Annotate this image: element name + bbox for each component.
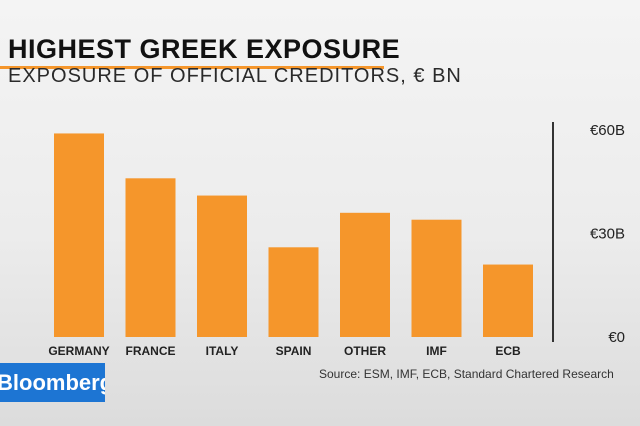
bar-france [125,178,176,337]
bar-italy [197,195,247,337]
title-underline [0,66,384,69]
y-ticks-group: €60B €30B €0 [590,122,625,346]
bloomberg-logo: Bloomberg [0,363,105,402]
category-label-france: FRANCE [126,344,176,358]
bar-other [340,212,390,337]
category-label-imf: IMF [426,344,447,358]
chart-subtitle: EXPOSURE OF OFFICIAL CREDITORS, € BN [8,65,462,87]
source-note: Source: ESM, IMF, ECB, Standard Chartere… [319,367,614,381]
bar-spain [268,247,319,337]
logo-text: Bloomberg [0,370,105,395]
category-label-ecb: ECB [495,344,521,358]
y-tick-label: €60B [590,122,625,139]
category-label-spain: SPAIN [276,344,312,358]
y-tick-label: €30B [590,226,625,243]
category-label-other: OTHER [344,344,386,358]
bar-ecb [483,264,533,337]
y-tick-label: €0 [608,329,625,346]
category-labels-group: GERMANY FRANCE ITALY SPAIN OTHER IMF ECB [48,344,521,358]
category-label-germany: GERMANY [48,344,109,358]
chart-title: HIGHEST GREEK EXPOSURE [8,34,401,64]
bars-group [54,133,533,337]
bar-germany [54,133,104,337]
category-label-italy: ITALY [206,344,239,358]
bar-imf [411,219,462,337]
